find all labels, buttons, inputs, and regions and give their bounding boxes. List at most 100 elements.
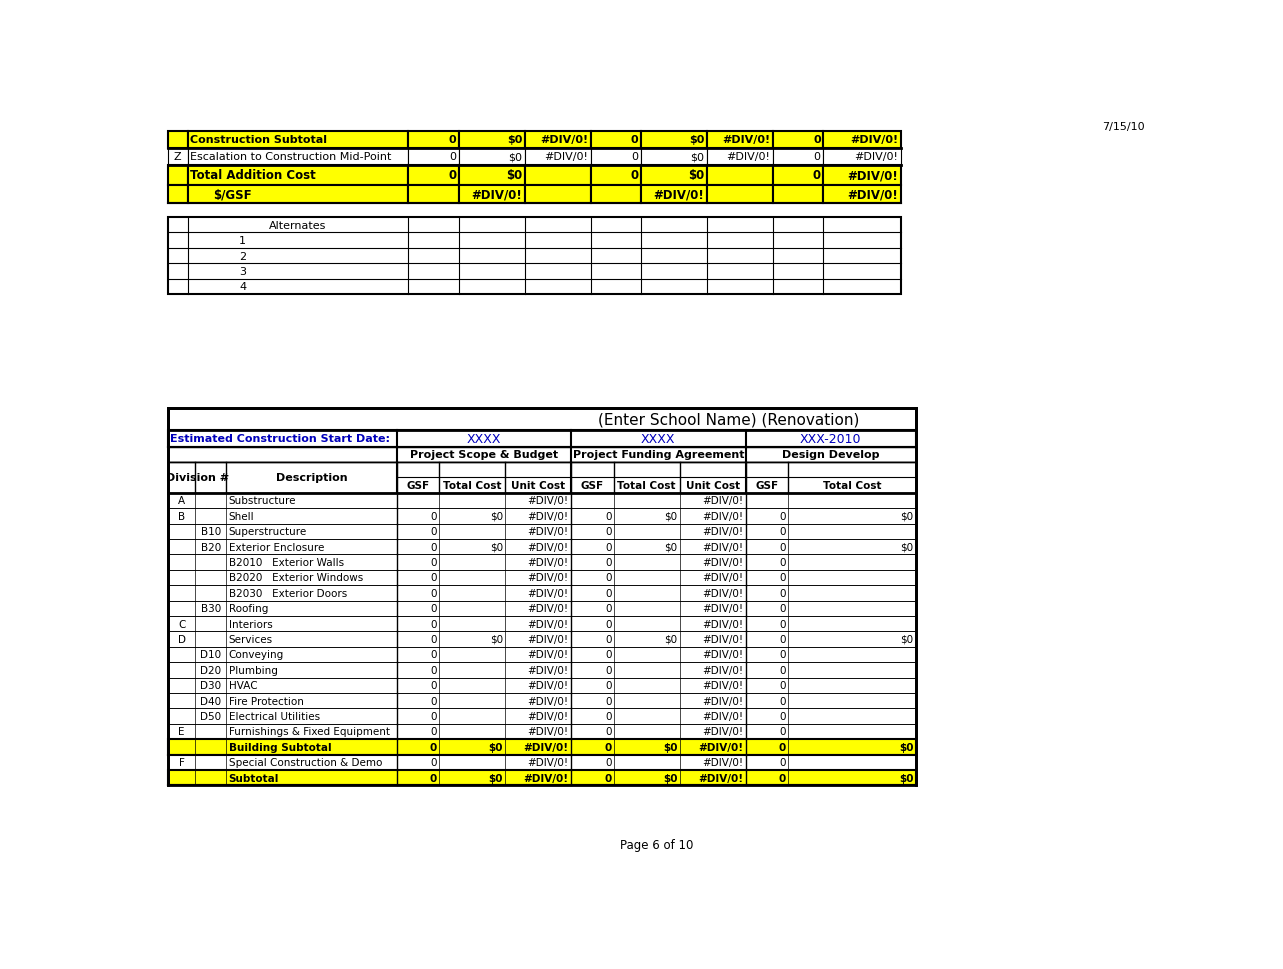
Text: 0: 0: [813, 135, 821, 145]
Text: (Enter School Name) (Renovation): (Enter School Name) (Renovation): [598, 412, 860, 426]
Text: Project Scope & Budget: Project Scope & Budget: [409, 450, 558, 459]
Text: 0: 0: [779, 588, 785, 598]
Text: #DIV/0!: #DIV/0!: [702, 542, 743, 552]
Text: 0: 0: [779, 619, 785, 629]
Text: $0: $0: [688, 169, 704, 182]
Text: Project Funding Agreement: Project Funding Agreement: [572, 450, 744, 459]
Bar: [459, 166, 525, 185]
Bar: [772, 132, 822, 148]
Text: #DIV/0!: #DIV/0!: [848, 188, 898, 202]
Text: 0: 0: [431, 573, 438, 582]
Text: B10: B10: [200, 527, 221, 537]
Bar: [168, 493, 916, 509]
Text: #DIV/0!: #DIV/0!: [702, 496, 743, 506]
Text: D20: D20: [200, 665, 221, 675]
Text: #DIV/0!: #DIV/0!: [527, 680, 568, 691]
Text: #DIV/0!: #DIV/0!: [527, 696, 568, 705]
Text: $0: $0: [665, 635, 677, 644]
Text: B2020   Exterior Windows: B2020 Exterior Windows: [228, 573, 363, 582]
Text: 0: 0: [449, 135, 457, 145]
Text: Furnishings & Fixed Equipment: Furnishings & Fixed Equipment: [228, 727, 390, 736]
Bar: [707, 132, 772, 148]
Text: Electrical Utilities: Electrical Utilities: [228, 711, 319, 721]
Text: 0: 0: [431, 512, 438, 521]
Text: 0: 0: [779, 542, 785, 552]
Bar: [822, 148, 901, 166]
Text: #DIV/0!: #DIV/0!: [540, 135, 588, 145]
Text: 1: 1: [239, 235, 246, 246]
Text: 0: 0: [604, 727, 612, 736]
Text: D50: D50: [200, 711, 221, 721]
Text: $0: $0: [901, 512, 913, 521]
Bar: [642, 185, 707, 203]
Bar: [459, 132, 525, 148]
Text: #DIV/0!: #DIV/0!: [523, 742, 568, 752]
Text: D30: D30: [200, 680, 221, 691]
Text: #DIV/0!: #DIV/0!: [527, 758, 568, 767]
Bar: [822, 166, 901, 185]
Bar: [187, 166, 408, 185]
Text: #DIV/0!: #DIV/0!: [527, 650, 568, 660]
Bar: [408, 185, 459, 203]
Text: 0: 0: [604, 557, 612, 568]
Text: 0: 0: [779, 758, 785, 767]
Bar: [168, 755, 916, 770]
Text: 0: 0: [779, 635, 785, 644]
Bar: [168, 185, 187, 203]
Text: #DIV/0!: #DIV/0!: [702, 573, 743, 582]
Text: B2010   Exterior Walls: B2010 Exterior Walls: [228, 557, 344, 568]
Text: #DIV/0!: #DIV/0!: [527, 619, 568, 629]
Text: 0: 0: [430, 742, 438, 752]
Text: #DIV/0!: #DIV/0!: [851, 135, 898, 145]
Text: #DIV/0!: #DIV/0!: [527, 588, 568, 598]
Text: Exterior Enclosure: Exterior Enclosure: [228, 542, 323, 552]
Bar: [408, 148, 459, 166]
Text: 0: 0: [431, 557, 438, 568]
Bar: [772, 148, 822, 166]
Text: 2: 2: [239, 251, 246, 262]
Bar: [168, 524, 916, 540]
Text: $0: $0: [899, 742, 913, 752]
Text: Escalation to Construction Mid-Point: Escalation to Construction Mid-Point: [190, 152, 391, 162]
Text: 0: 0: [431, 527, 438, 537]
Text: #DIV/0!: #DIV/0!: [702, 527, 743, 537]
Text: 4: 4: [239, 282, 246, 292]
Text: GSF: GSF: [756, 481, 779, 490]
Text: 0: 0: [630, 169, 639, 182]
Text: 0: 0: [431, 665, 438, 675]
Text: 0: 0: [604, 604, 612, 613]
Text: XXXX: XXXX: [642, 432, 676, 445]
Bar: [772, 185, 822, 203]
Text: GSF: GSF: [581, 481, 604, 490]
Text: #DIV/0!: #DIV/0!: [544, 152, 588, 162]
Bar: [168, 409, 916, 430]
Text: B: B: [178, 512, 185, 521]
Bar: [707, 185, 772, 203]
Text: 0: 0: [631, 135, 639, 145]
Text: C: C: [178, 619, 185, 629]
Text: D10: D10: [200, 650, 221, 660]
Text: 0: 0: [431, 604, 438, 613]
Text: #DIV/0!: #DIV/0!: [702, 758, 743, 767]
Text: 7/15/10: 7/15/10: [1102, 122, 1144, 132]
Bar: [772, 166, 822, 185]
Text: 0: 0: [779, 512, 785, 521]
Bar: [168, 447, 916, 462]
Text: #DIV/0!: #DIV/0!: [698, 773, 743, 783]
Text: 0: 0: [779, 527, 785, 537]
Text: Substructure: Substructure: [228, 496, 296, 506]
Bar: [168, 409, 916, 786]
Text: Shell: Shell: [228, 512, 254, 521]
Bar: [408, 132, 459, 148]
Bar: [642, 148, 707, 166]
Text: #DIV/0!: #DIV/0!: [702, 619, 743, 629]
Text: D: D: [177, 635, 186, 644]
Text: XXX-2010: XXX-2010: [801, 432, 861, 445]
Text: XXXX: XXXX: [467, 432, 502, 445]
Bar: [822, 185, 901, 203]
Text: 0: 0: [604, 758, 612, 767]
Text: #DIV/0!: #DIV/0!: [527, 727, 568, 736]
Text: 0: 0: [431, 680, 438, 691]
Text: Plumbing: Plumbing: [228, 665, 277, 675]
Text: 0: 0: [604, 696, 612, 705]
